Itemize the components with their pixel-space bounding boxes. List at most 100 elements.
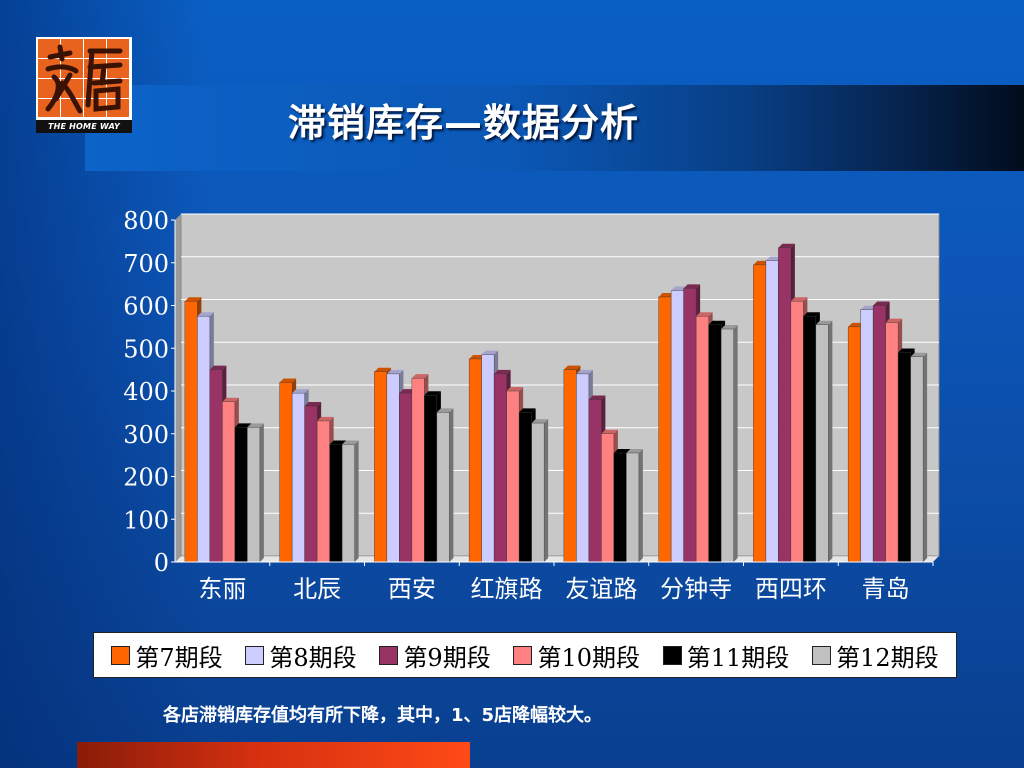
bar-top — [386, 369, 404, 374]
bar-side — [259, 423, 264, 562]
bar-top — [317, 416, 334, 421]
logo-calligraphy-mark — [45, 44, 123, 114]
x-tick-label: 西安 — [388, 575, 436, 603]
bar-top — [506, 387, 524, 391]
bar-front — [341, 444, 355, 563]
bar-front — [670, 290, 684, 563]
bar-top — [563, 365, 581, 370]
bar-front — [815, 324, 829, 563]
bar-front — [386, 373, 400, 563]
bottom-accent-bar — [77, 742, 470, 768]
legend-swatch — [245, 645, 265, 665]
bar-top — [342, 440, 359, 445]
legend-item: 第7期段 — [111, 638, 223, 673]
bar-top — [197, 312, 214, 317]
bar-front — [468, 358, 482, 563]
legend-item: 第9期段 — [379, 638, 491, 673]
axis-layer: 0 100 200 300 400 500 600 700 800 东丽 北辰 西安 红旗路 友谊路 分钟寺… — [123, 207, 934, 603]
legend-swatch — [111, 645, 131, 665]
bar-top — [374, 367, 391, 372]
bar-side — [923, 352, 928, 562]
bar-front — [563, 369, 577, 563]
legend-label: 第12期段 — [836, 643, 939, 672]
plot-side-wall — [175, 214, 181, 562]
bar-front — [658, 296, 672, 563]
bar-top — [885, 318, 903, 323]
bar-top — [696, 312, 713, 317]
bar-top — [531, 419, 549, 424]
y-tick-label: 500 — [123, 335, 169, 363]
bar-front — [399, 392, 413, 563]
bar-front — [374, 371, 388, 563]
legend-label: 第10期段 — [537, 643, 641, 672]
bar-top — [588, 395, 606, 400]
y-tick-label: 800 — [123, 207, 169, 235]
legend-item: 第8期段 — [245, 638, 357, 673]
home-way-logo: THE HOME WAY — [36, 37, 132, 133]
bar-top — [436, 408, 454, 413]
y-tick-label: 700 — [123, 250, 169, 278]
bar-front — [411, 377, 425, 563]
bar — [720, 325, 738, 563]
y-tick-label: 400 — [123, 378, 169, 406]
x-tick-label: 友谊路 — [565, 575, 637, 603]
bar-front — [588, 399, 602, 563]
bar-top — [411, 374, 429, 379]
legend-label: 第9期段 — [403, 643, 491, 672]
bar-front — [778, 247, 792, 563]
bar-front — [626, 452, 640, 563]
bar-side — [828, 320, 833, 562]
y-tick-label: 600 — [123, 293, 169, 321]
legend-swatch — [812, 645, 832, 665]
bar-top — [424, 391, 441, 396]
bar-top — [222, 397, 239, 402]
bar-front — [601, 433, 615, 563]
bar-top — [247, 423, 264, 428]
bar-top — [576, 369, 593, 374]
bar-top — [626, 448, 643, 453]
legend-item: 第11期段 — [662, 638, 790, 673]
bar-front — [910, 356, 924, 563]
x-tick-label: 青岛 — [862, 575, 910, 603]
bar-side — [449, 408, 454, 562]
y-tick-label: 100 — [123, 506, 169, 534]
slide-caption: 各店滞销库存值均有所下降，其中，1、5店降幅较大。 — [163, 705, 603, 726]
x-tick-label: 红旗路 — [471, 575, 543, 603]
legend-label: 第8期段 — [269, 643, 357, 672]
bar-front — [695, 315, 709, 563]
bars-layer — [184, 243, 928, 563]
bar-top — [234, 423, 252, 428]
x-tick-label: 东丽 — [198, 575, 246, 603]
bar-front — [518, 412, 532, 563]
chart-legend: 第7期段 第8期段 第9期段 第10期段 第11期段 第12期段 — [93, 632, 957, 678]
bar-front — [424, 395, 438, 563]
bar-front — [197, 315, 211, 563]
bar-top — [519, 408, 536, 413]
bar-top — [184, 297, 202, 302]
bar — [815, 320, 833, 563]
bar-front — [329, 444, 343, 563]
bar-front — [765, 260, 779, 563]
bar-front — [613, 452, 627, 563]
bar-front — [222, 401, 236, 563]
bar-side — [638, 448, 643, 562]
bar-side — [354, 440, 359, 562]
bar-top — [803, 312, 820, 317]
slide-title: 滞销库存—数据分析 — [288, 101, 640, 145]
bar — [436, 408, 454, 563]
bar-front — [720, 328, 734, 563]
y-tick-label: 300 — [123, 421, 169, 449]
bar-side — [733, 325, 738, 562]
bar-front — [436, 412, 450, 563]
legend-label: 第11期段 — [686, 643, 790, 672]
bar-front — [576, 373, 590, 563]
bar-front — [184, 301, 198, 563]
x-tick-label: 西四环 — [755, 575, 827, 603]
bar-front — [506, 390, 520, 563]
bar-top — [329, 440, 347, 445]
bar-front — [753, 264, 767, 563]
bar-front — [209, 369, 223, 563]
y-tick-label: 200 — [123, 464, 169, 492]
bar-top — [815, 320, 833, 325]
bar-front — [683, 288, 697, 563]
